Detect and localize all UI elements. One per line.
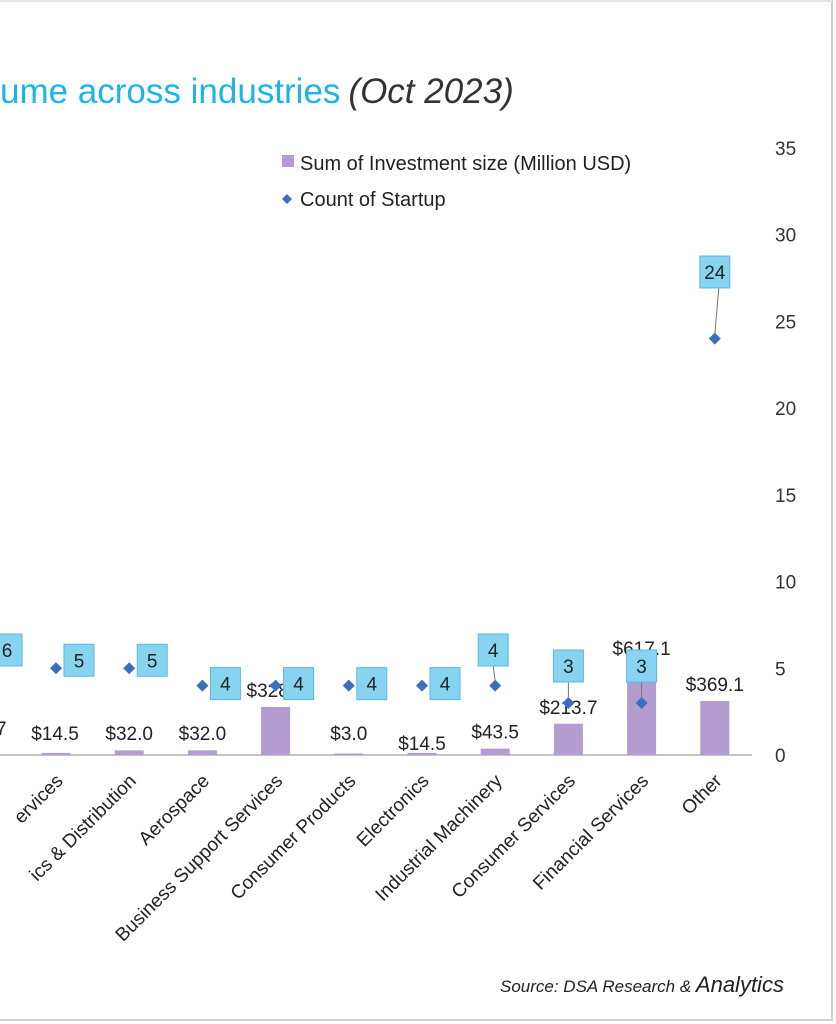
point-label-8: 3: [636, 657, 647, 678]
point-label-box-1: [136, 643, 168, 677]
bar-7: [553, 723, 583, 755]
bar-label-5: $14.5: [398, 734, 446, 755]
point-label-box-0: [63, 643, 95, 677]
source-emphasis: Analytics: [695, 972, 784, 997]
point-label-box-9: [699, 255, 731, 289]
y-right-tick-25: 25: [775, 312, 796, 333]
point-label-box-6: [477, 633, 509, 667]
bar-label-2: $32.0: [179, 724, 227, 745]
point-label-0: 5: [74, 651, 85, 672]
legend-point-label: Count of Startup: [300, 189, 446, 211]
point-label-9: 24: [704, 263, 726, 284]
title-date: (Oct 2023): [348, 72, 514, 111]
chart-title: ume across industries (Oct 2023): [0, 72, 514, 112]
point-label-4: 4: [367, 675, 378, 696]
point-8: [635, 696, 648, 709]
point-9: [708, 332, 721, 345]
point-3: [269, 679, 282, 692]
point-5: [416, 679, 428, 692]
y-right-tick-10: 10: [775, 573, 796, 594]
bar-6: [480, 748, 510, 755]
point-label-3: 4: [293, 675, 304, 696]
point-label-box-2: [209, 667, 241, 701]
category-label-9: Other: [678, 770, 727, 819]
source-note: Source: DSA Research & Analytics: [500, 972, 784, 998]
point-label-box-4: [356, 667, 388, 701]
bar-label-6: $43.5: [471, 723, 519, 744]
point-label-box-8: [626, 649, 658, 683]
y-right-tick-15: 15: [775, 486, 796, 507]
point-4: [342, 679, 355, 692]
bar-label-9: $369.1: [686, 675, 744, 696]
point-label-partial: 6: [2, 641, 13, 662]
point-label-5: 4: [440, 675, 451, 696]
point-label-7: 3: [563, 657, 574, 678]
leader-6: [492, 665, 496, 682]
category-label-0: ervices: [10, 771, 67, 828]
bar-9: [700, 701, 730, 755]
category-label-5: Electronics: [353, 771, 434, 852]
point-0: [50, 662, 62, 675]
point-1: [123, 662, 136, 675]
y-right-tick-35: 35: [775, 139, 796, 160]
point-label-2: 4: [220, 675, 231, 696]
point-label-box-5: [429, 667, 461, 701]
bar-3: [261, 706, 291, 755]
legend-point-swatch: [282, 194, 292, 204]
category-label-7: Consumer Services: [448, 771, 580, 903]
category-label-2: Aerospace: [135, 771, 214, 850]
bar-0: [41, 752, 71, 755]
bar-label-partial: 7: [0, 719, 7, 740]
point-7: [562, 696, 575, 709]
y-right-tick-20: 20: [775, 399, 796, 420]
point-2: [196, 679, 209, 692]
bar-4: [334, 753, 364, 755]
y-right-tick-30: 30: [775, 226, 796, 247]
point-label-box-partial: [0, 633, 23, 667]
source-prefix: Source: DSA Research &: [500, 977, 696, 996]
leader-9: [714, 287, 720, 335]
legend-bar-swatch: [282, 155, 294, 167]
title-text: ume across industries: [0, 72, 341, 111]
point-6: [489, 679, 502, 692]
bar-1: [114, 750, 144, 755]
legend-bar-label: Sum of Investment size (Million USD): [300, 153, 631, 175]
bar-2: [187, 750, 217, 755]
category-label-4: Consumer Products: [227, 771, 361, 905]
point-label-6: 4: [488, 641, 499, 662]
bar-label-0: $14.5: [31, 724, 79, 745]
y-right-tick-5: 5: [775, 659, 786, 680]
bar-5: [407, 752, 437, 755]
point-label-box-3: [283, 667, 315, 701]
y-right-tick-0: 0: [775, 746, 786, 767]
bar-label-4: $3.0: [330, 724, 367, 745]
point-label-1: 5: [147, 651, 158, 672]
bar-label-1: $32.0: [105, 724, 153, 745]
category-label-6: Industrial Machinery: [372, 770, 507, 905]
point-label-box-7: [552, 649, 584, 683]
